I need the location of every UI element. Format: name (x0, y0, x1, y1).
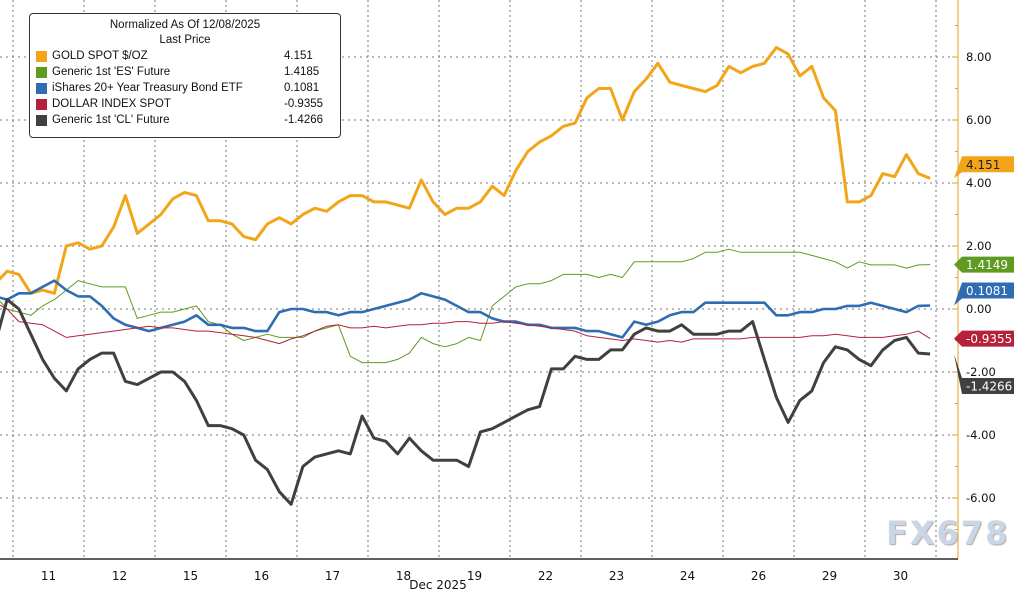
y-tick-label: 8.00 (966, 50, 992, 64)
tag-value: -0.9355 (966, 332, 1012, 346)
legend-swatch (36, 50, 47, 62)
last-value-tag: -1.4266 (954, 354, 1014, 395)
y-tick-label: 6.00 (966, 113, 992, 127)
y-tick-label: 4.00 (966, 176, 992, 190)
series-line-4 (0, 298, 931, 506)
series-lines (0, 46, 931, 506)
x-tick-label: 23 (609, 569, 624, 583)
legend-series-name: DOLLAR INDEX SPOT (52, 98, 171, 110)
x-tick-label: 30 (893, 569, 908, 583)
x-tick-label: 24 (680, 569, 695, 583)
legend-series-name: Generic 1st 'CL' Future (52, 114, 170, 126)
x-tick-label: 11 (41, 569, 56, 583)
y-tick-label: -6.00 (966, 491, 996, 505)
legend-series-value: -1.4266 (284, 114, 324, 126)
x-tick-label: 12 (112, 569, 127, 583)
legend-item: iShares 20+ Year Treasury Bond ETF 0.1081 (36, 80, 334, 96)
x-tick-label: 22 (538, 569, 553, 583)
legend-series-value: 0.1081 (284, 82, 320, 94)
legend-series-value: -0.9355 (284, 98, 324, 110)
legend-series-value: 1.4185 (284, 66, 320, 78)
series-line-1 (0, 248, 931, 364)
legend-swatch (36, 98, 47, 110)
tag-background (954, 156, 1014, 179)
tag-background (954, 330, 1014, 347)
legend-title: Normalized As Of 12/08/2025 (109, 19, 261, 31)
x-axis: 11 12 15 16 17 18 19 22 23 24 26 29 30 Dec 2025 (0, 558, 958, 591)
x-tick-label: 19 (467, 569, 482, 583)
legend-series-name: iShares 20+ Year Treasury Bond ETF (52, 82, 243, 94)
last-value-tags: 4.151 1.4149 0.1081 -0.9355 -1.4266 (954, 156, 1014, 395)
legend-series-name: Generic 1st 'ES' Future (52, 66, 171, 78)
legend-subtitle: Last Price (159, 34, 211, 46)
series-line-0 (0, 46, 931, 295)
series-line-2 (0, 279, 931, 339)
y-tick-label: 0.00 (966, 302, 992, 316)
legend: Normalized As Of 12/08/2025 Last Price G… (29, 13, 341, 138)
series-line-3 (0, 304, 931, 345)
legend-series-name: GOLD SPOT $/OZ (52, 50, 148, 62)
tag-background (954, 256, 1014, 273)
legend-swatch (36, 82, 47, 94)
x-axis-label: Dec 2025 (409, 578, 467, 591)
legend-swatch (36, 114, 47, 126)
y-tick-label: 2.00 (966, 239, 992, 253)
last-value-tag: 4.151 (954, 156, 1014, 179)
y-tick-label: -4.00 (966, 428, 996, 442)
last-value-tag: 0.1081 (954, 282, 1014, 306)
gridlines (0, 0, 958, 559)
tag-value: 1.4149 (966, 258, 1008, 272)
legend-series-value: 4.151 (284, 50, 313, 62)
tag-value: 4.151 (966, 158, 1000, 172)
x-tick-label: 15 (183, 569, 198, 583)
legend-item: Generic 1st 'CL' Future -1.4266 (36, 112, 334, 128)
tag-background (954, 282, 1014, 306)
last-value-tag: 1.4149 (954, 256, 1014, 273)
x-tick-label: 18 (396, 569, 411, 583)
x-tick-label: 17 (325, 569, 340, 583)
legend-item: DOLLAR INDEX SPOT -0.9355 (36, 96, 334, 112)
tag-background (954, 354, 1014, 395)
x-tick-label: 29 (822, 569, 837, 583)
watermark-logo: FX678 (886, 514, 1010, 552)
x-tick-label: 16 (254, 569, 269, 583)
right-y-axis: 8.00 6.00 4.00 2.00 0.00 -2.00 -4.00 -6.00 (952, 0, 996, 559)
y-tick-label: -2.00 (966, 365, 996, 379)
last-value-tag: -0.9355 (954, 330, 1014, 347)
tag-value: -1.4266 (966, 380, 1012, 394)
x-tick-label: 26 (751, 569, 766, 583)
legend-item: GOLD SPOT $/OZ 4.151 (36, 48, 334, 64)
legend-item: Generic 1st 'ES' Future 1.4185 (36, 64, 334, 80)
legend-swatch (36, 66, 47, 78)
tag-value: 0.1081 (966, 284, 1008, 298)
